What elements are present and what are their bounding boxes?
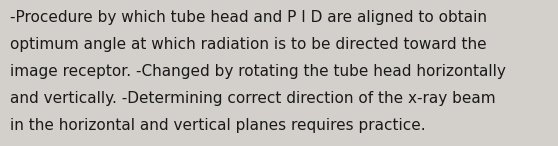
Text: optimum angle at which radiation is to be directed toward the: optimum angle at which radiation is to b… bbox=[10, 37, 487, 52]
Text: in the horizontal and vertical planes requires practice.: in the horizontal and vertical planes re… bbox=[10, 118, 426, 133]
Text: -Procedure by which tube head and P I D are aligned to obtain: -Procedure by which tube head and P I D … bbox=[10, 10, 487, 25]
Text: and vertically. -Determining correct direction of the x-ray beam: and vertically. -Determining correct dir… bbox=[10, 91, 496, 106]
Text: image receptor. -Changed by rotating the tube head horizontally: image receptor. -Changed by rotating the… bbox=[10, 64, 506, 79]
